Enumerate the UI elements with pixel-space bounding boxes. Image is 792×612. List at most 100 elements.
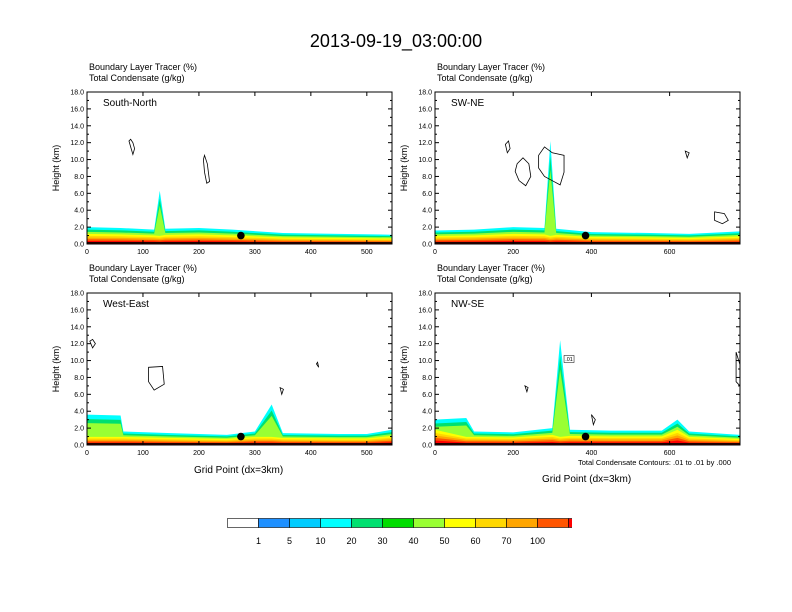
condensate-contour bbox=[524, 385, 529, 394]
tracer-band-3 bbox=[87, 205, 392, 244]
panel-title-sw-ne: Boundary Layer Tracer (%) Total Condensa… bbox=[437, 62, 545, 84]
tracer-band-3 bbox=[87, 415, 392, 445]
panel-title-line-1: Boundary Layer Tracer (%) bbox=[89, 62, 198, 72]
location-marker bbox=[237, 432, 245, 441]
tracer-band-1 bbox=[435, 140, 740, 244]
location-marker bbox=[581, 231, 590, 240]
colorbar-label: 10 bbox=[315, 536, 325, 546]
x-tick-label: 0 bbox=[85, 450, 89, 457]
section-label: South-North bbox=[103, 98, 157, 109]
x-tick-label: 500 bbox=[361, 249, 373, 256]
colorbar-box bbox=[227, 518, 259, 528]
plot-area bbox=[87, 138, 392, 244]
colorbar-label: 70 bbox=[501, 536, 511, 546]
y-tick-label: 8.0 bbox=[422, 174, 432, 181]
x-tick-label: 400 bbox=[305, 249, 317, 256]
x-tick-label: 100 bbox=[137, 249, 149, 256]
condensate-contour bbox=[538, 146, 565, 186]
x-tick-label: 100 bbox=[137, 450, 149, 457]
panel-title-line-2: Total Condensate (g/kg) bbox=[89, 73, 185, 83]
x-tick-label: 200 bbox=[193, 249, 205, 256]
section-label: West-East bbox=[103, 299, 149, 310]
y-tick-label: 8.0 bbox=[74, 174, 84, 181]
y-tick-label: 4.0 bbox=[422, 409, 432, 416]
colorbar-box bbox=[568, 518, 572, 528]
y-tick-label: 0.0 bbox=[74, 242, 84, 249]
y-tick-label: 10.0 bbox=[418, 358, 432, 365]
colorbar-box bbox=[413, 518, 445, 528]
x-tick-label: 0 bbox=[433, 249, 437, 256]
panel-title-line-2: Total Condensate (g/kg) bbox=[437, 274, 533, 284]
condensate-contour bbox=[714, 211, 729, 225]
colorbar-label: 1 bbox=[256, 536, 261, 546]
y-tick-label: 12.0 bbox=[418, 140, 432, 147]
condensate-contour bbox=[148, 366, 165, 391]
y-tick-label: 0.0 bbox=[422, 242, 432, 249]
y-tick-label: 8.0 bbox=[422, 375, 432, 382]
location-marker bbox=[581, 432, 590, 441]
panel-title-line-1: Boundary Layer Tracer (%) bbox=[89, 263, 198, 273]
colorbar-box bbox=[258, 518, 290, 528]
y-tick-label: 16.0 bbox=[418, 106, 432, 113]
y-tick-label: 4.0 bbox=[74, 208, 84, 215]
y-axis-label: Height (km) bbox=[51, 145, 61, 192]
y-tick-label: 6.0 bbox=[422, 191, 432, 198]
panel-title-line-1: Boundary Layer Tracer (%) bbox=[437, 62, 546, 72]
y-tick-label: 18.0 bbox=[418, 90, 432, 97]
y-axis-label: Height (km) bbox=[51, 346, 61, 393]
condensate-contour bbox=[315, 361, 320, 368]
condensate-contour bbox=[591, 414, 596, 427]
panel-title-south-north: Boundary Layer Tracer (%) Total Condensa… bbox=[89, 62, 197, 84]
y-tick-label: 6.0 bbox=[74, 191, 84, 198]
y-tick-label: 0.0 bbox=[422, 443, 432, 450]
y-tick-label: 0.0 bbox=[74, 443, 84, 450]
y-tick-label: 10.0 bbox=[70, 358, 84, 365]
colorbar-box bbox=[475, 518, 507, 528]
y-tick-label: 14.0 bbox=[70, 324, 84, 331]
section-label: NW-SE bbox=[451, 299, 484, 310]
y-tick-label: 14.0 bbox=[70, 123, 84, 130]
x-axis-label-right: Grid Point (dx=3km) bbox=[542, 474, 632, 485]
x-tick-label: 600 bbox=[664, 249, 676, 256]
plot-sw-ne: 0.0 2.0 4.0 6.0 8.0 10.0 12.0 14.0 16.0 18.0 0 200 4… bbox=[399, 90, 741, 256]
y-tick-label: 16.0 bbox=[70, 106, 84, 113]
condensate-contour bbox=[684, 150, 690, 160]
y-tick-label: 12.0 bbox=[70, 341, 84, 348]
tracer-band-1 bbox=[435, 340, 740, 445]
plot-frame bbox=[86, 91, 393, 245]
y-tick-label: 18.0 bbox=[70, 291, 84, 298]
plot-area bbox=[87, 338, 392, 445]
panel-title-line-2: Total Condensate (g/kg) bbox=[437, 73, 533, 83]
y-tick-label: 16.0 bbox=[418, 307, 432, 314]
colorbar-label: 50 bbox=[439, 536, 449, 546]
x-tick-label: 200 bbox=[507, 249, 519, 256]
colorbar-label: 30 bbox=[377, 536, 387, 546]
y-tick-label: 4.0 bbox=[422, 208, 432, 215]
plot-frame bbox=[434, 292, 741, 446]
plot-nw-se: 0.0 2.0 4.0 6.0 8.0 10.0 12.0 14.0 16.0 18.0 0 200 4… bbox=[399, 291, 741, 457]
colorbar-box bbox=[289, 518, 321, 528]
y-tick-label: 6.0 bbox=[422, 392, 432, 399]
colorbar-box bbox=[351, 518, 383, 528]
x-tick-label: 400 bbox=[586, 450, 598, 457]
contour-label-box bbox=[563, 355, 575, 363]
y-tick-label: 8.0 bbox=[74, 375, 84, 382]
x-tick-label: 0 bbox=[85, 249, 89, 256]
y-tick-label: 12.0 bbox=[418, 341, 432, 348]
condensate-contour bbox=[89, 338, 96, 349]
colorbar: 1 5 10 20 30 40 50 60 70 100 bbox=[227, 518, 572, 546]
x-tick-label: 200 bbox=[193, 450, 205, 457]
y-tick-label: 18.0 bbox=[70, 90, 84, 97]
panel-title-line-2: Total Condensate (g/kg) bbox=[89, 274, 185, 284]
x-tick-label: 300 bbox=[249, 249, 261, 256]
panel-title-line-1: Boundary Layer Tracer (%) bbox=[437, 263, 546, 273]
contour-label: .01 bbox=[565, 357, 573, 363]
x-tick-label: 400 bbox=[586, 249, 598, 256]
y-tick-label: 10.0 bbox=[70, 157, 84, 164]
location-marker bbox=[237, 231, 245, 240]
colorbar-label: 5 bbox=[287, 536, 292, 546]
x-tick-label: 200 bbox=[507, 450, 519, 457]
condensate-contour bbox=[504, 140, 511, 154]
plot-frame bbox=[86, 292, 393, 446]
colorbar-label: 20 bbox=[346, 536, 356, 546]
